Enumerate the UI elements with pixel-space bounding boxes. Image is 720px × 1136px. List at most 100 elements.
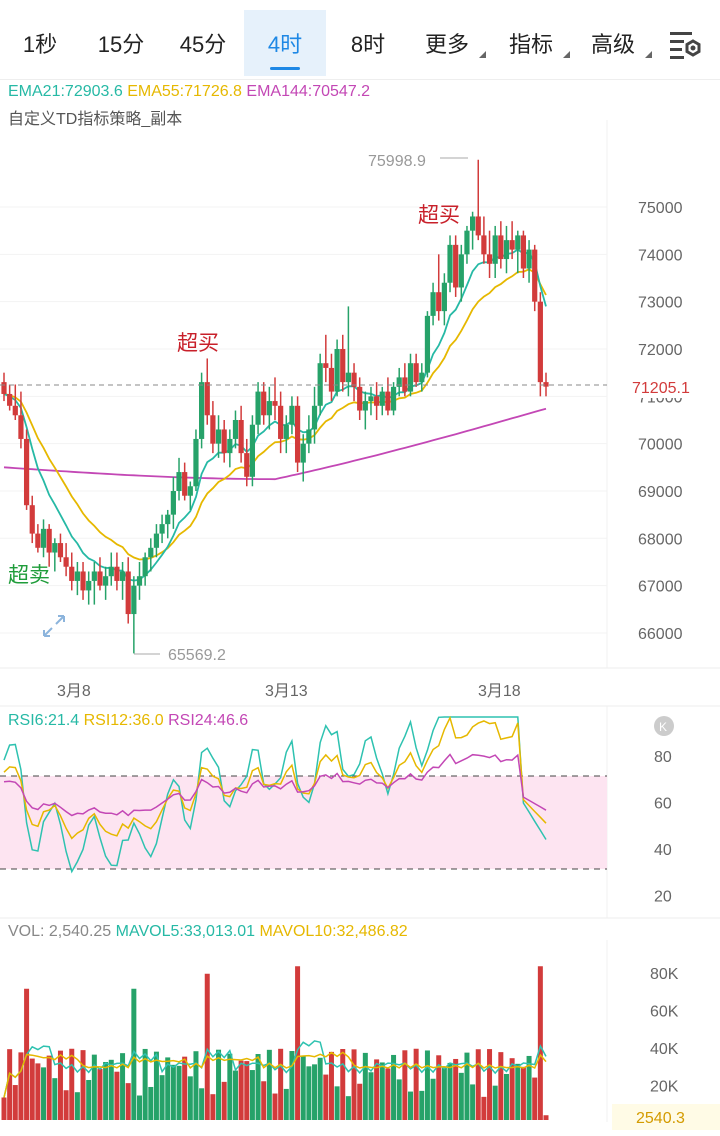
candle-body	[464, 230, 470, 255]
candle-body	[278, 405, 284, 439]
vol-legend: VOL: 2,540.25 MAVOL5:33,013.01 MAVOL10:3…	[8, 923, 408, 941]
volume-bar	[295, 966, 301, 1120]
volume-bar	[300, 1056, 306, 1120]
candle-body	[46, 528, 52, 553]
candle-body	[306, 429, 312, 444]
candle-body	[153, 533, 160, 548]
tab-label: 指标	[508, 32, 553, 57]
volume-bar	[46, 1055, 52, 1120]
volume-bar	[317, 1057, 323, 1120]
candle-body	[509, 240, 515, 250]
candle-body	[453, 244, 459, 288]
price-tick: 75000	[638, 200, 683, 217]
tab-45m[interactable]: 45分	[170, 10, 236, 76]
candle-body	[402, 377, 408, 392]
candle-body	[63, 557, 69, 567]
volume-bar	[492, 1085, 498, 1120]
candle-body	[390, 386, 397, 411]
volume-bar	[526, 1055, 532, 1120]
volume-bar	[41, 1067, 47, 1120]
last-price-tag	[609, 374, 720, 398]
current-volume-tag	[612, 1104, 720, 1130]
candle-body	[91, 571, 97, 581]
candle-body	[441, 282, 447, 312]
k-badge-label: K	[659, 720, 667, 734]
tab-indicators[interactable]: 指标	[502, 10, 570, 76]
candle-body	[430, 292, 436, 316]
chart-settings-icon[interactable]	[668, 30, 704, 62]
candle-body	[97, 571, 103, 586]
candle-body	[40, 528, 47, 548]
volume-bar	[464, 1052, 470, 1120]
price-tick: 70000	[638, 437, 683, 454]
candle-body	[492, 235, 498, 264]
volume-bar	[289, 1051, 295, 1120]
tab-1s[interactable]: 1秒	[12, 10, 68, 76]
volume-bar	[374, 1059, 380, 1120]
candle-body	[142, 557, 148, 577]
candle-body	[334, 349, 340, 392]
tab-4h[interactable]: 4时	[244, 10, 326, 76]
candle-body	[136, 576, 143, 586]
candle-body	[475, 216, 481, 236]
volume-bar	[120, 1053, 126, 1120]
candle-body	[165, 514, 171, 525]
candle-body	[57, 543, 64, 558]
volume-bar	[261, 1081, 267, 1120]
candle-body	[362, 401, 368, 411]
volume-bar	[97, 1068, 103, 1120]
tab-advanced[interactable]: 高级	[584, 10, 652, 76]
tab-8h[interactable]: 8时	[340, 10, 396, 76]
volume-bar	[509, 1058, 515, 1120]
rsi-tick: 20	[654, 889, 672, 906]
rsi24-value: RSI24:46.6	[168, 712, 249, 729]
candle-body	[374, 396, 380, 406]
volume-bar	[131, 988, 137, 1120]
ema21-line	[3, 248, 547, 582]
candle-body	[221, 429, 227, 454]
candle-body	[328, 367, 335, 392]
volume-bar	[458, 1072, 464, 1120]
volume-bar	[272, 1093, 278, 1120]
candle-body	[261, 391, 267, 416]
candle-body	[18, 415, 24, 439]
candle-body	[447, 244, 453, 283]
candle-body	[103, 576, 109, 586]
candle-body	[176, 472, 182, 491]
volume-bar	[221, 1081, 227, 1120]
volume-tick: 60K	[650, 1004, 679, 1021]
tab-label: 更多	[424, 32, 469, 57]
candle-body	[1, 382, 7, 394]
volume-bar	[345, 1096, 351, 1120]
candle-body	[52, 543, 58, 553]
volume-bar	[537, 966, 543, 1120]
candle-body	[345, 372, 351, 383]
candle-body	[526, 249, 532, 269]
candle-body	[210, 415, 216, 444]
volume-bar	[165, 1057, 171, 1120]
volume-bar	[441, 1067, 447, 1120]
volume-bar	[193, 1051, 199, 1120]
volume-bar	[503, 1073, 509, 1120]
tab-label: 8时	[350, 32, 386, 57]
candle-body	[238, 420, 244, 454]
tab-more[interactable]: 更多	[418, 10, 486, 76]
volume-bar	[232, 1070, 238, 1120]
tabs-divider	[0, 79, 720, 80]
dropdown-caret-icon	[479, 51, 486, 58]
candle-body	[7, 393, 13, 406]
k-badge[interactable]	[654, 716, 674, 736]
volume-bar	[312, 1064, 318, 1120]
volume-bar	[12, 1085, 18, 1120]
tab-15m[interactable]: 15分	[88, 10, 154, 76]
rsi6-value: RSI6:21.4	[8, 712, 80, 729]
candle-body	[385, 391, 391, 411]
low-price-label: 65569.2	[168, 647, 226, 664]
timeframe-tabs: 1秒 15分 45分 4时 8时 更多 指标 高级	[0, 0, 720, 80]
expand-icon[interactable]	[43, 615, 65, 637]
volume-bar	[137, 1095, 142, 1120]
volume-bar	[419, 1090, 425, 1120]
volume-bar	[182, 1056, 188, 1120]
candle-body	[486, 254, 493, 264]
